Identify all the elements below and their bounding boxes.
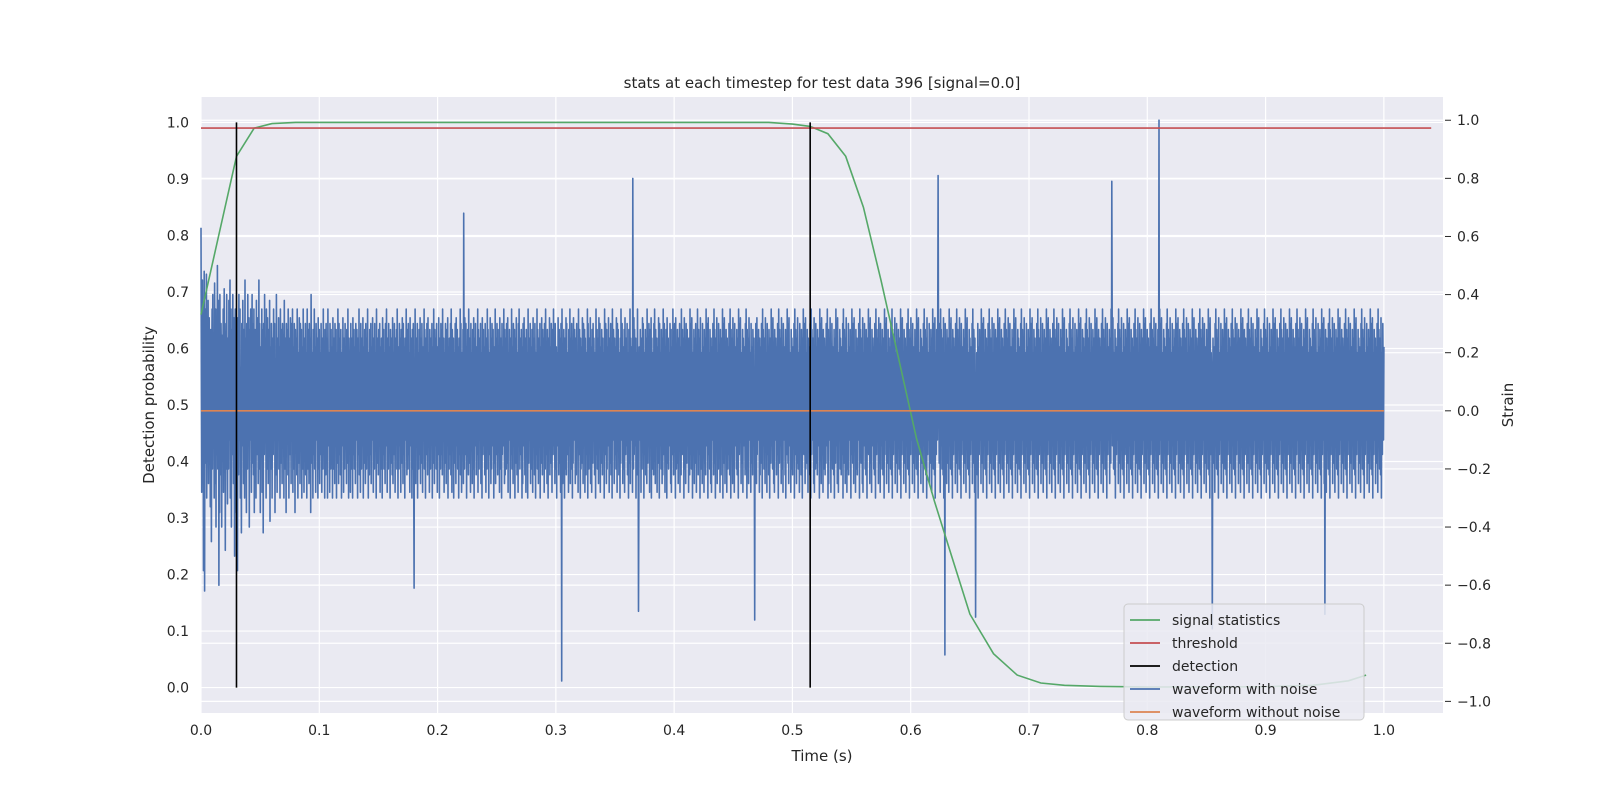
- legend-label-signal-statistics: signal statistics: [1172, 613, 1280, 629]
- y-tick-label-right: 1.0: [1457, 113, 1479, 129]
- y-tick-label-left: 0.0: [167, 681, 189, 697]
- chart-title: stats at each timestep for test data 396…: [624, 74, 1021, 92]
- x-tick-label: 0.7: [1018, 723, 1040, 739]
- y-tick-label-left: 0.9: [167, 172, 189, 188]
- y-tick-label-right: 0.4: [1457, 288, 1479, 304]
- x-tick-label: 0.3: [545, 723, 567, 739]
- x-tick-label: 1.0: [1373, 723, 1395, 739]
- y-tick-label-left: 0.6: [167, 341, 189, 357]
- y-tick-label-right: −1.0: [1457, 694, 1491, 710]
- y-tick-label-left: 1.0: [167, 115, 189, 131]
- y-tick-label-left: 0.7: [167, 285, 189, 301]
- legend-label-threshold: threshold: [1172, 636, 1238, 652]
- legend-label-waveform-without-noise: waveform without noise: [1172, 705, 1340, 721]
- y-tick-label-right: −0.2: [1457, 462, 1491, 478]
- legend: signal statistics threshold detection wavef…: [1123, 603, 1365, 721]
- x-tick-label: 0.9: [1254, 723, 1276, 739]
- y-tick-label-left: 0.5: [167, 398, 189, 414]
- y-tick-label-left: 0.1: [167, 624, 189, 640]
- legend-box: [1123, 603, 1365, 721]
- axis-layer: 0.0 0.1 0.2 0.3 0.4 0.5 0.6 0.7 0.8 0.9 1.0 0.0 0.1 0…: [167, 113, 1491, 739]
- y-tick-label-right: 0.8: [1457, 171, 1479, 187]
- legend-label-detection: detection: [1172, 659, 1238, 675]
- x-tick-label: 0.1: [308, 723, 330, 739]
- y-tick-label-right: −0.8: [1457, 636, 1491, 652]
- y-tick-label-right: 0.6: [1457, 229, 1479, 245]
- y-tick-label-left: 0.3: [167, 511, 189, 527]
- x-tick-label: 0.6: [900, 723, 922, 739]
- x-axis-label: Time (s): [791, 747, 853, 765]
- y-tick-label-right: −0.4: [1457, 520, 1491, 536]
- x-tick-label: 0.8: [1136, 723, 1158, 739]
- y-tick-label-right: 0.2: [1457, 346, 1479, 362]
- y-tick-label-left: 0.4: [167, 455, 189, 471]
- x-tick-label: 0.0: [190, 723, 212, 739]
- y-tick-label-right: 0.0: [1457, 404, 1479, 420]
- y-tick-label-left: 0.2: [167, 568, 189, 584]
- x-tick-label: 0.5: [781, 723, 803, 739]
- x-tick-label: 0.2: [426, 723, 448, 739]
- y-tick-label-left: 0.8: [167, 228, 189, 244]
- y-axis-label-right: Strain: [1499, 383, 1517, 427]
- legend-label-waveform-with-noise: waveform with noise: [1172, 682, 1317, 698]
- y-tick-label-right: −0.6: [1457, 578, 1491, 594]
- y-axis-label-left: Detection probability: [140, 326, 158, 484]
- series-line-waveform-with-noise: [200, 119, 1385, 682]
- x-tick-label: 0.4: [663, 723, 685, 739]
